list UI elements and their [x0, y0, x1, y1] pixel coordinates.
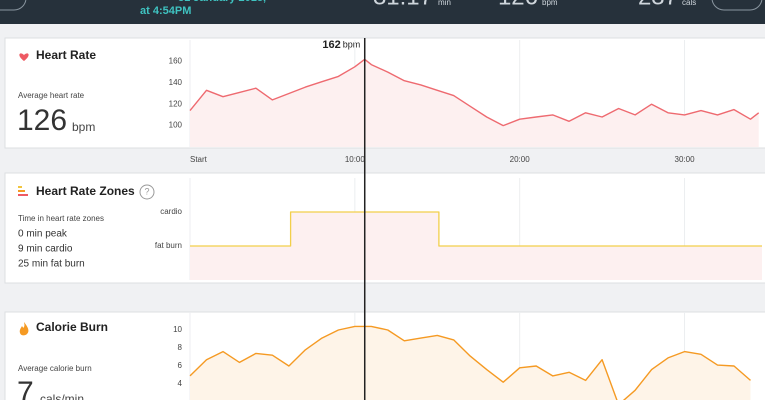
y-tick-label: 8 [178, 343, 183, 352]
menu-button[interactable] [711, 0, 763, 11]
y-tick-label: 140 [169, 78, 183, 87]
help-icon[interactable] [139, 184, 155, 200]
marker-value: 162 [322, 39, 340, 51]
stat-value: 31:17 [373, 0, 433, 10]
x-tick-label: Start [190, 155, 208, 164]
y-tick-label: 120 [169, 99, 183, 108]
stat-value: 237 [638, 0, 678, 10]
time: at 4:54PM [140, 5, 191, 17]
zone-summary: 0 min peak [18, 229, 68, 240]
summary-unit: bpm [72, 120, 95, 134]
zone-icon [18, 194, 28, 196]
data-line [189, 325, 751, 400]
card-title: Calorie Burn [36, 320, 108, 334]
x-tick-label: 10:00 [345, 155, 366, 164]
help-text: ? [144, 186, 149, 196]
y-tick-label: 160 [169, 57, 183, 66]
stat-unit: cals [682, 0, 696, 7]
zone-icon [18, 190, 25, 192]
zone-summary: 25 min fat burn [18, 259, 85, 270]
y-tick-label: 4 [178, 379, 183, 388]
stat-unit: min [438, 0, 451, 7]
flame-icon [19, 322, 29, 336]
marker-unit: bpm [343, 39, 361, 49]
header-bar [0, 0, 765, 24]
stat-unit: bpm [542, 0, 558, 7]
back-button[interactable] [0, 0, 27, 11]
area-fill [190, 326, 751, 400]
y-tick-label: 100 [169, 121, 183, 130]
y-tick-label: fat burn [155, 241, 182, 250]
data-line [189, 58, 760, 127]
y-tick-label: cardio [160, 207, 182, 216]
summary-label: Time in heart rate zones [18, 214, 104, 223]
date: 31 January 2018, [178, 0, 266, 4]
y-tick-label: 10 [173, 325, 182, 334]
summary-unit: cals/min [40, 392, 84, 400]
zone-icon [18, 186, 22, 188]
summary-value: 126 [17, 104, 67, 137]
summary-label: Average heart rate [18, 91, 85, 100]
zone-summary: 9 min cardio [18, 244, 73, 255]
card-title: Heart Rate [36, 48, 96, 62]
x-tick-label: 30:00 [675, 155, 696, 164]
heart-icon [19, 53, 29, 61]
card-title: Heart Rate Zones [36, 184, 135, 198]
x-tick-label: 20:00 [510, 155, 531, 164]
area-fill [190, 59, 759, 147]
stat-value: 126 [498, 0, 538, 10]
summary-value: 7 [17, 376, 34, 400]
summary-label: Average calorie burn [18, 364, 92, 373]
y-tick-label: 6 [178, 361, 183, 370]
